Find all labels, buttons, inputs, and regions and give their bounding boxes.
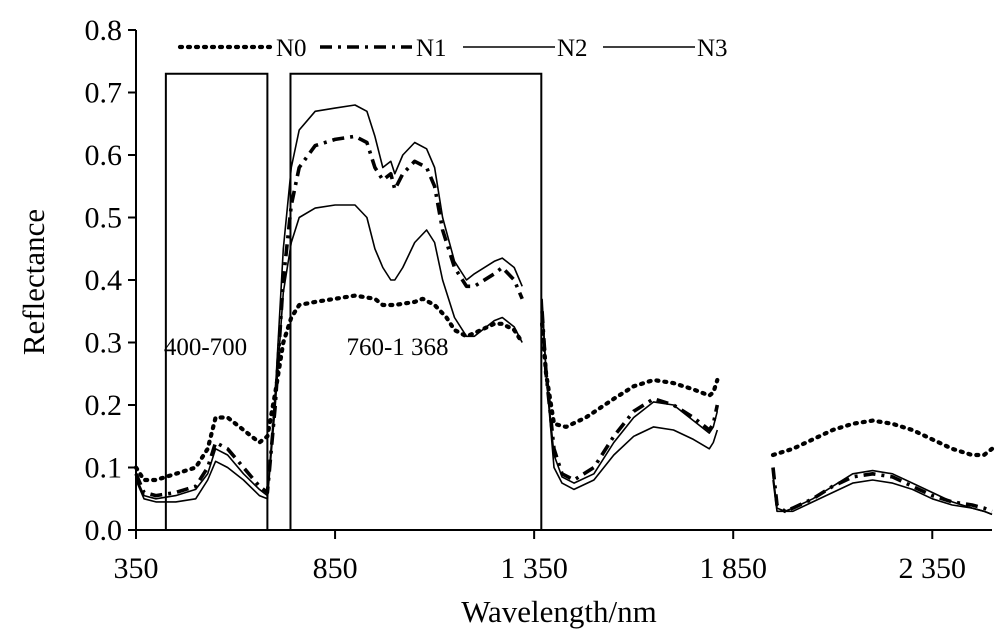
x-tick-label: 1 350: [500, 552, 568, 585]
y-tick-label: 0.8: [85, 14, 123, 47]
axes: 0.0 0.1 0.2 0.3 0.4 0.5 0.6 0.7 0.8 350 850 1 350 1 …: [16, 14, 992, 629]
y-tick-label: 0.1: [85, 452, 123, 485]
series-n3-segment-1: [135, 204, 523, 503]
y-tick-label: 0.3: [85, 327, 123, 360]
wavelength-region-boxes: 400-700 760-1 368: [164, 72, 543, 531]
legend-label-n3: N3: [697, 35, 728, 62]
region-label-1: 400-700: [164, 334, 247, 361]
series-n0-segment-2: [540, 321, 720, 429]
y-tick-label: 0.5: [85, 202, 123, 235]
x-axis-title: Wavelength/nm: [461, 594, 657, 629]
series-n0-segment-1: [133, 293, 525, 483]
legend-label-n2: N2: [557, 35, 588, 62]
y-tick-label: 0.7: [85, 77, 123, 110]
series-n0-segment-3: [770, 418, 995, 458]
y-tick-label: 0.4: [85, 264, 123, 297]
y-tick-label: 0.6: [85, 139, 123, 172]
region-label-2: 760-1 368: [346, 334, 448, 361]
series-n2-segment-1: [135, 104, 523, 500]
series-n2-segment-3: [772, 469, 993, 516]
series-n3-segment-3: [772, 479, 993, 516]
y-axis-title: Reflectance: [16, 209, 51, 355]
x-tick-label: 1 850: [699, 552, 767, 585]
series-n3-segment-2: [541, 298, 719, 491]
series-n1-segment-2: [540, 311, 720, 482]
series-n1-segment-1: [134, 134, 524, 498]
x-tick-label: 2 350: [899, 552, 967, 585]
legend-label-n0: N0: [276, 35, 307, 62]
legend-label-n1: N1: [416, 35, 447, 62]
x-tick-label: 350: [114, 552, 159, 585]
legend: N0 N1 N2 N3: [177, 35, 728, 62]
series-n2-segment-2: [541, 304, 719, 484]
series-lines: [133, 104, 995, 516]
x-tick-label: 850: [313, 552, 358, 585]
y-tick-label: 0.2: [85, 389, 123, 422]
y-tick-label: 0.0: [85, 514, 123, 547]
series-n1-segment-3: [771, 467, 993, 514]
